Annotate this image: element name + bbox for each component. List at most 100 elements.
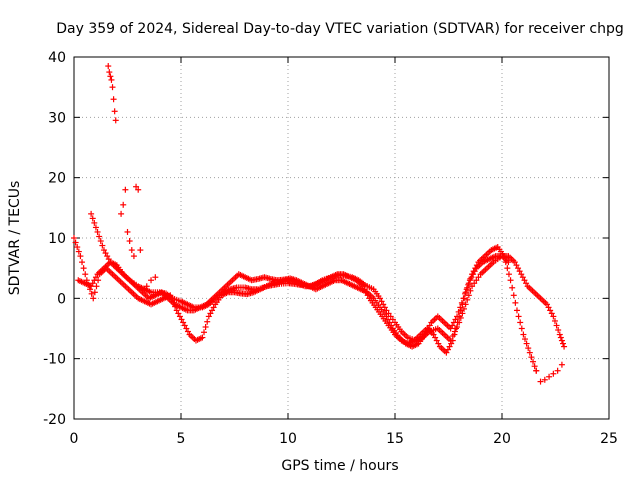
x-tick-label: 25 [600,431,618,447]
data-point [513,262,520,269]
data-point [510,292,517,299]
data-point [111,108,118,115]
data-point [463,286,470,293]
data-point [550,313,557,320]
grid-layer [74,57,609,419]
data-point [553,322,560,329]
data-point [475,274,482,281]
data-point [558,361,565,368]
data-point [202,323,209,330]
data-point [449,333,456,340]
data-point [522,336,529,343]
series-scatter-early [105,63,159,290]
data-point [92,274,99,281]
data-point [517,319,524,326]
data-point [462,290,469,297]
data-point [518,325,525,332]
data-point [105,63,112,70]
x-tick-label: 0 [70,431,79,447]
data-point [133,183,140,190]
data-point [433,337,440,344]
data-point [104,253,111,260]
data-point [184,328,191,335]
data-point [91,289,98,296]
data-point [112,117,119,124]
data-point [473,277,480,284]
data-point [467,287,474,294]
data-point [97,238,104,245]
series-track-c [88,210,512,344]
data-point [75,248,82,255]
series-tail-end [533,361,565,385]
data-point [106,69,113,76]
data-point [210,304,217,311]
data-point [512,299,519,306]
data-point [446,343,453,350]
data-point [504,265,511,272]
data-point [89,280,96,287]
data-point [543,301,550,308]
data-point [457,304,464,311]
data-point [471,280,478,287]
data-point [176,313,183,320]
data-point [181,322,188,329]
data-point [462,301,469,308]
data-point [113,265,120,272]
data-point [435,340,442,347]
data-point [99,242,106,249]
data-point [469,283,476,290]
data-point [88,283,95,290]
data-point [380,301,387,308]
y-tick-label: 40 [48,50,66,66]
data-point [518,271,525,278]
series-track-a [71,235,540,374]
data-point [381,304,388,311]
data-point [531,363,538,370]
data-point [205,313,212,320]
data-point [152,274,159,281]
data-point [444,346,451,353]
data-point [452,316,459,323]
data-point [456,319,463,326]
x-tick-label: 5 [177,431,186,447]
data-point [554,367,561,374]
data-point [135,186,142,193]
data-point [460,295,467,302]
data-point [548,310,555,317]
data-point [96,233,103,240]
data-point [92,224,99,231]
data-point [385,310,392,317]
data-point [454,323,461,330]
data-point [450,319,457,326]
data-point [461,305,468,312]
data-point [383,307,390,314]
data-point [545,304,552,311]
data-point [505,259,512,266]
data-point [443,349,450,356]
data-point [110,96,117,103]
data-point [389,316,396,323]
data-point [74,244,81,251]
data-point [555,327,562,334]
data-point [175,310,182,317]
data-point [109,84,116,91]
data-point [468,274,475,281]
data-point [94,228,101,235]
data-point [130,253,137,260]
data-point [426,322,433,329]
y-tick-label: -10 [43,352,66,368]
data-point [533,367,540,374]
data-point [128,247,135,254]
data-point [507,277,514,284]
data-point [80,265,87,272]
data-point [107,73,114,80]
data-point [465,281,472,288]
data-point [207,310,214,317]
data-point [183,325,190,332]
data-marks [71,63,568,385]
data-point [137,247,144,254]
data-point [454,313,461,320]
x-tick-label: 20 [493,431,511,447]
x-tick-label: 10 [279,431,297,447]
